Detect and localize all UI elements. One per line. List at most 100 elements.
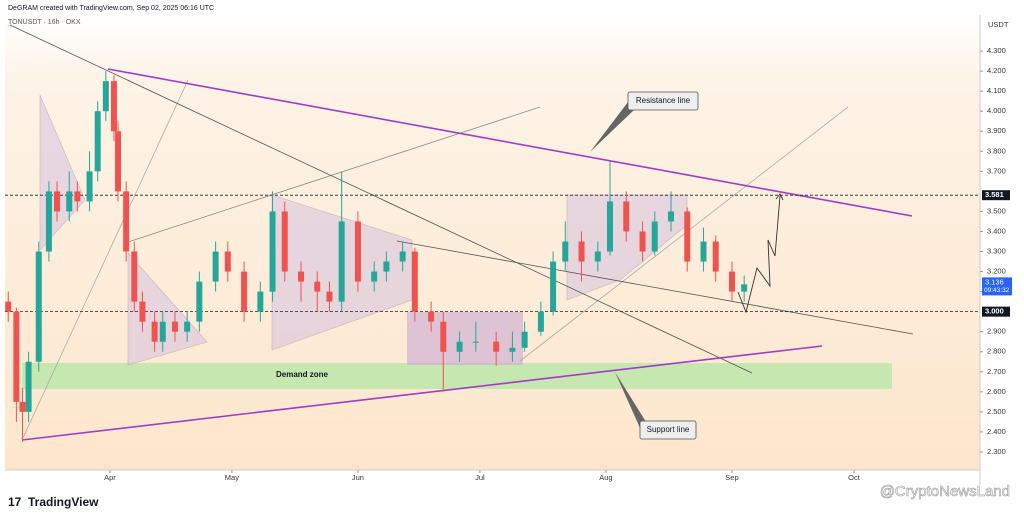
candle-body bbox=[651, 221, 658, 252]
candle-body bbox=[607, 201, 614, 252]
y-tick-label: 3.400 bbox=[987, 226, 1006, 235]
callout bbox=[627, 91, 699, 111]
brand: TradingView bbox=[28, 495, 99, 509]
candle-body bbox=[25, 361, 32, 412]
pattern bbox=[407, 312, 523, 365]
candle-body bbox=[371, 271, 378, 282]
candle-body bbox=[102, 81, 109, 112]
price-label-bg bbox=[982, 306, 1010, 317]
candle-body bbox=[456, 341, 463, 352]
arrow-head bbox=[775, 193, 784, 201]
candle-body bbox=[314, 281, 321, 292]
currency: USDT bbox=[988, 20, 1009, 29]
candle-body bbox=[86, 171, 93, 202]
y-tick-label: 2.900 bbox=[987, 327, 1006, 336]
callout bbox=[639, 420, 697, 440]
candle-body bbox=[241, 271, 248, 312]
candle-body bbox=[212, 251, 219, 282]
annotation: Support line bbox=[647, 425, 690, 434]
price-label: 3.000 bbox=[985, 307, 1004, 316]
price-label: 3.581 bbox=[985, 190, 1004, 199]
candle-body bbox=[196, 281, 203, 322]
trend-line bbox=[21, 79, 189, 441]
plot-bg bbox=[5, 15, 980, 470]
x-tick-label: May bbox=[225, 473, 239, 482]
candle-body bbox=[5, 301, 12, 312]
callout-pointer bbox=[615, 372, 646, 428]
trend-line bbox=[127, 106, 541, 243]
candle-body bbox=[94, 111, 101, 172]
x-tick-label: Jul bbox=[475, 473, 485, 482]
trend-line bbox=[396, 240, 914, 335]
candle-body bbox=[35, 251, 42, 362]
candle-body bbox=[399, 251, 406, 262]
candle-body bbox=[700, 241, 707, 262]
candle-body bbox=[171, 321, 178, 332]
y-tick-label: 2.300 bbox=[987, 447, 1006, 456]
x-tick-label: Sep bbox=[725, 473, 738, 482]
candle-body bbox=[326, 291, 333, 302]
y-tick-label: 3.300 bbox=[987, 247, 1006, 256]
y-tick-label: 3.900 bbox=[987, 126, 1006, 135]
candle-body bbox=[509, 347, 516, 352]
candle-body bbox=[151, 321, 158, 342]
candle-body bbox=[54, 191, 61, 212]
annotation: Demand zone bbox=[276, 370, 329, 379]
candle-body bbox=[428, 311, 435, 322]
candle-body bbox=[728, 271, 735, 292]
y-tick-label: 2.800 bbox=[987, 347, 1006, 356]
y-tick-label: 2.400 bbox=[987, 427, 1006, 436]
candle-body bbox=[338, 221, 345, 302]
y-tick-label: 2.600 bbox=[987, 387, 1006, 396]
candle-body bbox=[269, 211, 276, 292]
candle-body bbox=[411, 251, 418, 312]
candle-body bbox=[297, 271, 304, 282]
candle-body bbox=[281, 211, 288, 272]
candle-body bbox=[578, 241, 585, 262]
y-tick-label: 4.300 bbox=[987, 46, 1006, 55]
y-tick-label: 4.200 bbox=[987, 66, 1006, 75]
x-tick-label: Oct bbox=[848, 473, 861, 482]
candle-body bbox=[354, 221, 361, 282]
candle-body bbox=[123, 191, 130, 252]
y-tick-label: 3.800 bbox=[987, 146, 1006, 155]
candle-body bbox=[521, 331, 528, 348]
y-tick-label: 4.000 bbox=[987, 106, 1006, 115]
watermark: @CryptoNewsLand bbox=[880, 483, 1010, 500]
candle-body bbox=[741, 284, 748, 292]
price-label-bg bbox=[982, 190, 1010, 201]
candle-body bbox=[440, 321, 447, 352]
candle-body bbox=[45, 191, 52, 252]
x-tick-label: Apr bbox=[104, 473, 116, 482]
callout-pointer bbox=[590, 102, 634, 152]
candle-body bbox=[623, 201, 630, 232]
candle-body bbox=[550, 261, 557, 312]
candle-body bbox=[131, 251, 138, 302]
candle-body bbox=[562, 241, 569, 262]
y-tick-label: 3.700 bbox=[987, 166, 1006, 175]
annotation: Resistance line bbox=[636, 96, 691, 105]
last-price-label: 3.136 bbox=[985, 277, 1004, 286]
candle-body bbox=[159, 321, 166, 342]
brand-logo: 17 bbox=[8, 495, 22, 509]
header: DeGRAM created with TradingView.com, Sep… bbox=[8, 5, 214, 12]
candle-body bbox=[493, 341, 500, 352]
candle-body bbox=[537, 311, 544, 332]
candle-body bbox=[19, 401, 26, 412]
candle-body bbox=[115, 131, 122, 192]
symbol: TONUSDT · 16h · OKX bbox=[8, 19, 81, 26]
candle-body bbox=[66, 191, 73, 212]
demand-zone bbox=[22, 363, 892, 389]
support-line bbox=[21, 345, 823, 441]
candle-body bbox=[139, 301, 146, 322]
candle-body bbox=[13, 311, 20, 402]
candle-body bbox=[74, 191, 81, 202]
countdown: 09:43:32 bbox=[984, 287, 1010, 294]
y-tick-label: 2.700 bbox=[987, 367, 1006, 376]
trend-line bbox=[9, 24, 753, 374]
candle-body bbox=[712, 241, 719, 272]
resistance-line bbox=[107, 68, 913, 217]
y-tick-label: 3.200 bbox=[987, 267, 1006, 276]
candle-body bbox=[684, 211, 691, 262]
